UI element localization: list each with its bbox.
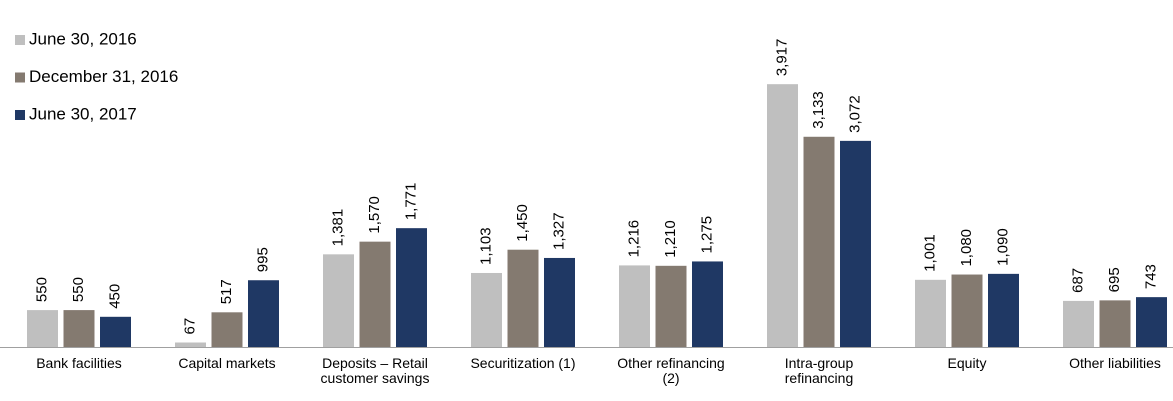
value-label: 1,771	[402, 183, 419, 221]
bar	[655, 265, 687, 347]
bar	[988, 273, 1019, 347]
bar	[63, 310, 95, 347]
bar	[100, 316, 131, 347]
value-label: 1,381	[329, 209, 346, 247]
bar	[840, 140, 871, 347]
bar	[951, 274, 983, 347]
value-label: 1,570	[366, 196, 383, 234]
value-label: 1,090	[994, 228, 1011, 266]
x-tick-label-box: Other refinancing (2)	[617, 356, 725, 386]
x-tick-label: Deposits – Retail customer savings	[320, 356, 430, 386]
value-label: 687	[1069, 268, 1086, 293]
value-label: 1,001	[921, 234, 938, 272]
bar	[544, 257, 575, 347]
x-tick-label: Bank facilities	[36, 356, 122, 371]
bar	[803, 136, 835, 347]
bar	[767, 84, 798, 347]
value-label: 1,210	[662, 220, 679, 258]
value-label: 1,327	[550, 212, 567, 250]
x-tick-label-box: Securitization (1)	[470, 356, 576, 371]
value-label: 1,103	[477, 227, 494, 265]
x-tick-label-box: Deposits – Retail customer savings	[320, 356, 430, 386]
bar	[1099, 300, 1131, 347]
bar	[323, 254, 354, 347]
bar	[211, 312, 243, 347]
x-tick-label-box: Capital markets	[178, 356, 276, 371]
bar	[915, 279, 946, 347]
bar	[1063, 300, 1094, 347]
x-tick-label: Intra-group refinancing	[784, 356, 854, 386]
legend-label: June 30, 2016	[29, 29, 137, 48]
bar	[619, 265, 650, 347]
x-tick-label-box: Bank facilities	[36, 356, 122, 371]
value-label: 517	[218, 279, 235, 304]
legend-swatch	[15, 110, 25, 120]
bar	[248, 280, 279, 347]
bar	[692, 261, 723, 347]
bar	[1136, 297, 1167, 347]
value-label: 1,450	[514, 204, 531, 242]
bar	[396, 228, 427, 347]
x-tick-label-box: Other liabilities	[1069, 356, 1161, 371]
value-label: 1,080	[958, 229, 975, 267]
value-label: 3,133	[810, 91, 827, 129]
value-label: 1,216	[625, 220, 642, 258]
x-tick-label: Other refinancing (2)	[617, 356, 725, 386]
legend-swatch	[15, 35, 25, 45]
value-label: 695	[1106, 267, 1123, 292]
bar	[471, 272, 502, 347]
legend-label: June 30, 2017	[29, 104, 137, 123]
legend-label: December 31, 2016	[29, 67, 178, 86]
bar	[175, 342, 206, 347]
x-tick-label-box: Intra-group refinancing	[784, 356, 854, 386]
value-label: 995	[254, 247, 271, 272]
x-tick-label: Securitization (1)	[470, 356, 576, 371]
bar	[507, 249, 539, 347]
x-tick-label: Other liabilities	[1069, 356, 1161, 371]
x-tick-label-box: Equity	[947, 356, 987, 371]
value-label: 3,072	[846, 95, 863, 133]
value-label: 1,275	[698, 216, 715, 254]
value-label: 3,917	[773, 39, 790, 77]
x-tick-label: Equity	[947, 356, 987, 371]
bar	[359, 241, 391, 347]
value-label: 550	[70, 277, 87, 302]
value-label: 550	[33, 277, 50, 302]
value-label: 67	[181, 318, 198, 335]
value-label: 450	[106, 284, 123, 309]
legend-swatch	[15, 72, 25, 83]
bar	[27, 310, 58, 347]
x-tick-label: Capital markets	[178, 356, 276, 371]
value-label: 743	[1142, 264, 1159, 289]
